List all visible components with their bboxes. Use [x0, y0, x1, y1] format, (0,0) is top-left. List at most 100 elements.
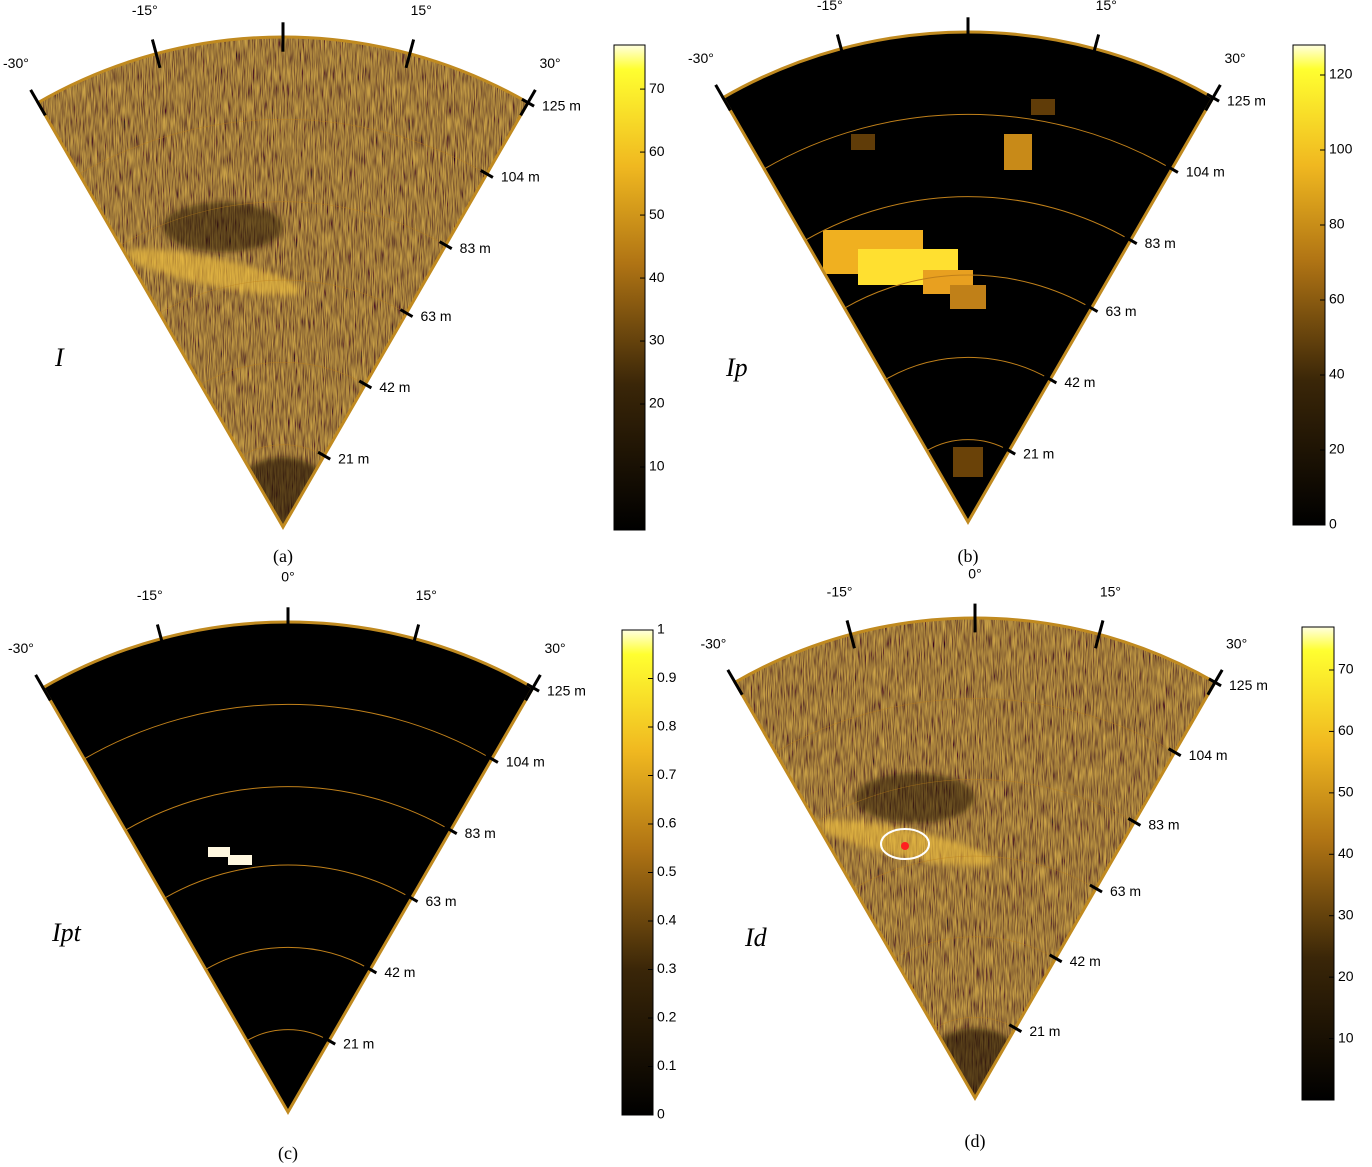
- range-label: 21 m: [343, 1035, 374, 1051]
- colorbar-label: 0: [657, 1106, 665, 1122]
- panel: 21 m 42 m 63 m 83 m 104 m 125 m -30° -15° 0° 15° 3…: [8, 569, 677, 1165]
- colorbar-label: 0.7: [657, 766, 677, 782]
- colorbar: [614, 45, 645, 530]
- colorbar-label: 30: [1338, 906, 1354, 922]
- target-blob: [228, 855, 252, 865]
- colorbar-label: 0: [1329, 516, 1337, 532]
- range-label: 21 m: [338, 450, 369, 466]
- range-label: 42 m: [1064, 374, 1095, 390]
- image-symbol: Ip: [725, 353, 748, 382]
- colorbar: [1302, 627, 1334, 1100]
- range-label: 42 m: [379, 379, 410, 395]
- colorbar-label: 100: [1329, 141, 1353, 157]
- image-symbol: I: [54, 343, 65, 372]
- colorbar-label: 60: [1329, 291, 1345, 307]
- angle-label: -15°: [132, 2, 158, 18]
- caption: (c): [278, 1143, 298, 1164]
- panel: 21 m42 m63 m83 m104 m125 m-30°-15°0°15°3…: [0, 0, 773, 567]
- range-label: 125 m: [1227, 92, 1266, 108]
- detection-blob: [950, 285, 986, 309]
- caption: (a): [273, 546, 293, 567]
- range-label: 42 m: [384, 964, 415, 980]
- angle-label: -30°: [700, 636, 726, 652]
- range-label: 63 m: [425, 893, 456, 909]
- range-label: 63 m: [420, 308, 451, 324]
- detection-blob: [953, 447, 983, 477]
- range-label: 104 m: [1186, 164, 1225, 180]
- colorbar-label: 60: [649, 143, 665, 159]
- range-label: 83 m: [1148, 817, 1179, 833]
- colorbar-label: 20: [1329, 441, 1345, 457]
- colorbar-label: 10: [1338, 1029, 1354, 1045]
- detection-blob: [1004, 134, 1032, 170]
- target-point: [901, 842, 909, 850]
- angle-label: 30°: [1226, 636, 1247, 652]
- range-label: 125 m: [542, 97, 581, 113]
- range-label: 83 m: [460, 240, 491, 256]
- angle-label: 15°: [1100, 583, 1121, 599]
- angle-label: 15°: [1096, 0, 1117, 13]
- colorbar: [1293, 45, 1325, 525]
- colorbar-label: 0.6: [657, 815, 677, 831]
- colorbar-label: 80: [1329, 216, 1345, 232]
- shadow: [855, 773, 975, 823]
- angle-label: 30°: [539, 55, 560, 71]
- colorbar-label: 70: [649, 80, 665, 96]
- colorbar-label: 50: [649, 206, 665, 222]
- angle-label: 30°: [1224, 50, 1245, 66]
- target-blob: [208, 847, 230, 857]
- range-label: 104 m: [501, 169, 540, 185]
- angle-label: -15°: [827, 583, 853, 599]
- colorbar-label: 0.3: [657, 960, 677, 976]
- colorbar-label: 70: [1338, 661, 1354, 677]
- angle-label: -15°: [137, 587, 163, 603]
- range-label: 21 m: [1029, 1023, 1060, 1039]
- colorbar-label: 40: [649, 269, 665, 285]
- colorbar-label: 40: [1329, 366, 1345, 382]
- angle-label: -30°: [688, 50, 714, 66]
- range-label: 42 m: [1070, 953, 1101, 969]
- caption: (d): [965, 1131, 986, 1152]
- image-symbol: Id: [744, 923, 768, 952]
- angle-label: -15°: [817, 0, 843, 13]
- angle-label: -30°: [3, 55, 29, 71]
- caption: (b): [958, 546, 979, 567]
- figure: 21 m 42 m 63 m 83 m 104 m 125 m -30° -15° 0° 15° 3…: [0, 0, 1372, 1167]
- detection-blob: [851, 134, 875, 150]
- range-label: 104 m: [506, 754, 545, 770]
- angle-label: 0°: [968, 566, 981, 582]
- colorbar-label: 20: [649, 395, 665, 411]
- sonar-fan: [43, 622, 533, 1112]
- range-label: 83 m: [1145, 235, 1176, 251]
- range-label: 63 m: [1110, 883, 1141, 899]
- range-label: 21 m: [1023, 445, 1054, 461]
- detection-blob: [1031, 99, 1055, 115]
- angle-label: 30°: [544, 640, 565, 656]
- colorbar-label: 0.5: [657, 863, 677, 879]
- range-label: 83 m: [465, 825, 496, 841]
- shadow: [163, 202, 283, 252]
- angle-label: -30°: [8, 640, 34, 656]
- angle-label: 0°: [281, 569, 294, 585]
- colorbar-label: 30: [649, 332, 665, 348]
- range-label: 63 m: [1105, 303, 1136, 319]
- colorbar-label: 0.1: [657, 1057, 677, 1073]
- colorbar-label: 60: [1338, 722, 1354, 738]
- image-symbol: Ipt: [51, 918, 82, 947]
- colorbar-label: 1: [657, 621, 665, 637]
- colorbar-label: 0.4: [657, 912, 677, 928]
- angle-label: 15°: [416, 587, 437, 603]
- colorbar-label: 0.8: [657, 718, 677, 734]
- range-label: 125 m: [1229, 677, 1268, 693]
- colorbar-label: 0.9: [657, 669, 677, 685]
- colorbar-label: 0.2: [657, 1009, 677, 1025]
- range-label: 125 m: [547, 682, 586, 698]
- range-label: 104 m: [1189, 747, 1228, 763]
- colorbar-label: 20: [1338, 968, 1354, 984]
- colorbar-label: 50: [1338, 784, 1354, 800]
- colorbar-label: 10: [649, 458, 665, 474]
- angle-label: 15°: [411, 2, 432, 18]
- panels: 21 m 42 m 63 m 83 m 104 m 125 m -30° -15° 0° 15° 3…: [0, 0, 1372, 1164]
- colorbar-label: 40: [1338, 845, 1354, 861]
